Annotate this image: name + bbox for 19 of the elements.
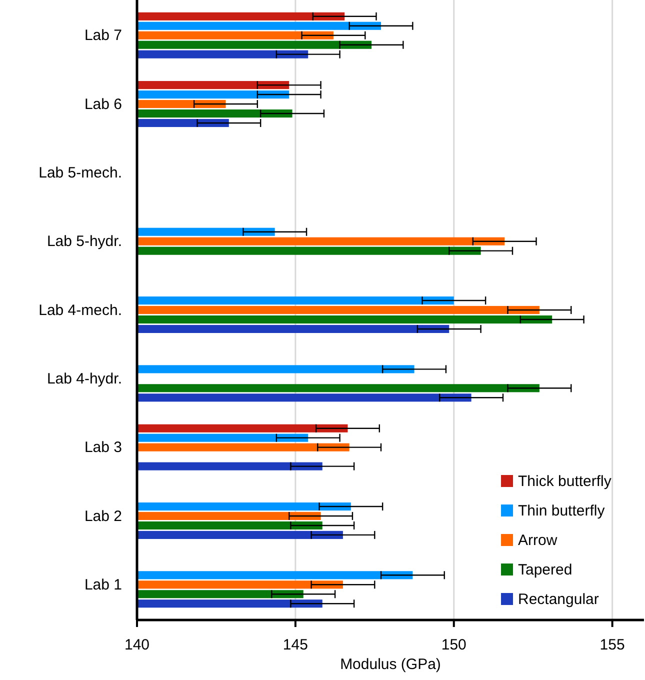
x-axis-title: Modulus (GPa): [340, 656, 441, 673]
x-tick-label: 150: [441, 636, 466, 654]
y-tick-label: Lab 4-hydr.: [46, 370, 122, 388]
legend-label: Arrow: [518, 532, 558, 549]
y-tick-label: Lab 4-mech.: [38, 302, 122, 319]
y-tick-label: Lab 2: [84, 508, 122, 525]
y-tick-label: Lab 7: [84, 27, 122, 44]
legend-label: Thick butterfly: [518, 473, 612, 490]
x-tick-label: 155: [600, 636, 625, 654]
legend-label: Tapered: [518, 562, 572, 578]
x-tick-label: 140: [124, 636, 150, 654]
y-tick-label: Lab 3: [84, 439, 122, 456]
y-tick-label: Lab 6: [84, 96, 122, 113]
y-tick-label: Lab 5-hydr.: [46, 233, 122, 250]
y-tick-label: Lab 1: [84, 576, 122, 594]
y-tick-label: Lab 5-mech.: [38, 164, 122, 182]
legend-label: Rectangular: [518, 591, 599, 608]
x-tick-label: 145: [282, 636, 308, 654]
legend-label: Thin butterfly: [518, 502, 606, 520]
